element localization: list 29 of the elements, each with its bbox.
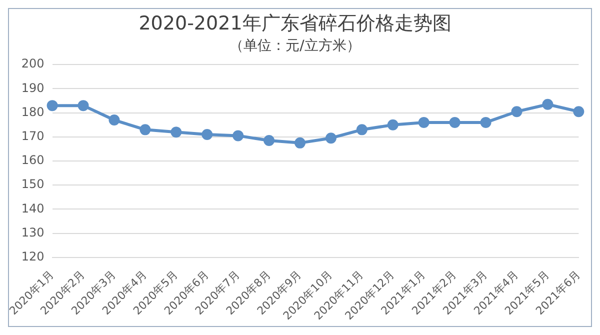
- point: [511, 106, 522, 118]
- point: [46, 100, 58, 112]
- y-tick-label: 180: [21, 104, 44, 119]
- point: [294, 137, 306, 148]
- y-tick-label: 200: [21, 56, 44, 71]
- y-tick-label: 130: [21, 225, 44, 240]
- y-tick-label: 190: [21, 80, 44, 95]
- point: [140, 124, 151, 136]
- chart-title: 2020-2021年广东省碎石价格走势图: [138, 12, 452, 34]
- point: [356, 124, 368, 136]
- point: [325, 132, 336, 144]
- y-tick-label: 160: [21, 153, 44, 168]
- chart-subtitle: （单位：元/立方米）: [230, 38, 360, 54]
- y-tick-label: 140: [21, 201, 44, 216]
- point: [264, 135, 275, 146]
- point: [78, 100, 89, 112]
- point: [418, 116, 430, 128]
- point: [480, 116, 492, 128]
- point: [170, 126, 182, 138]
- y-tick-label: 120: [21, 250, 44, 264]
- point: [542, 98, 554, 110]
- y-tick-label: 150: [21, 177, 44, 192]
- point: [232, 130, 244, 142]
- y-tick-label: 170: [21, 129, 44, 144]
- point: [108, 114, 120, 126]
- point: [449, 116, 460, 128]
- point: [387, 119, 398, 130]
- point: [202, 128, 213, 140]
- point: [573, 106, 584, 118]
